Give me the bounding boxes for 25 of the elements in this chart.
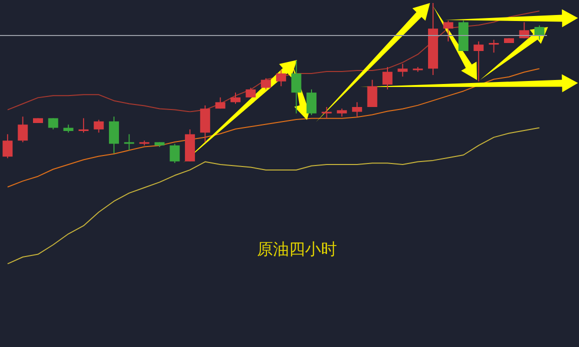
candlestick (474, 40, 484, 82)
candlestick (246, 87, 256, 98)
candlestick (291, 60, 302, 114)
candlestick (306, 88, 316, 116)
candlestick (48, 118, 58, 130)
candlestick (367, 79, 378, 108)
candlestick (443, 20, 454, 42)
candlestick (382, 66, 392, 90)
candlestick (124, 134, 134, 151)
candlestick (200, 104, 210, 143)
candlestick (78, 118, 89, 134)
candlestick (276, 70, 286, 87)
candlestick (398, 63, 408, 78)
candlestick (2, 134, 13, 159)
candlestick (322, 106, 332, 119)
candlestick (170, 143, 180, 164)
text: 原油四小时 (257, 240, 337, 258)
candlestick (352, 102, 362, 118)
candlestick (94, 119, 104, 134)
candlestick (230, 92, 241, 104)
candlestick (108, 116, 119, 154)
candlestick (260, 78, 271, 90)
candlestick (488, 39, 499, 54)
candlestick (534, 24, 544, 40)
candlestick (18, 116, 28, 143)
